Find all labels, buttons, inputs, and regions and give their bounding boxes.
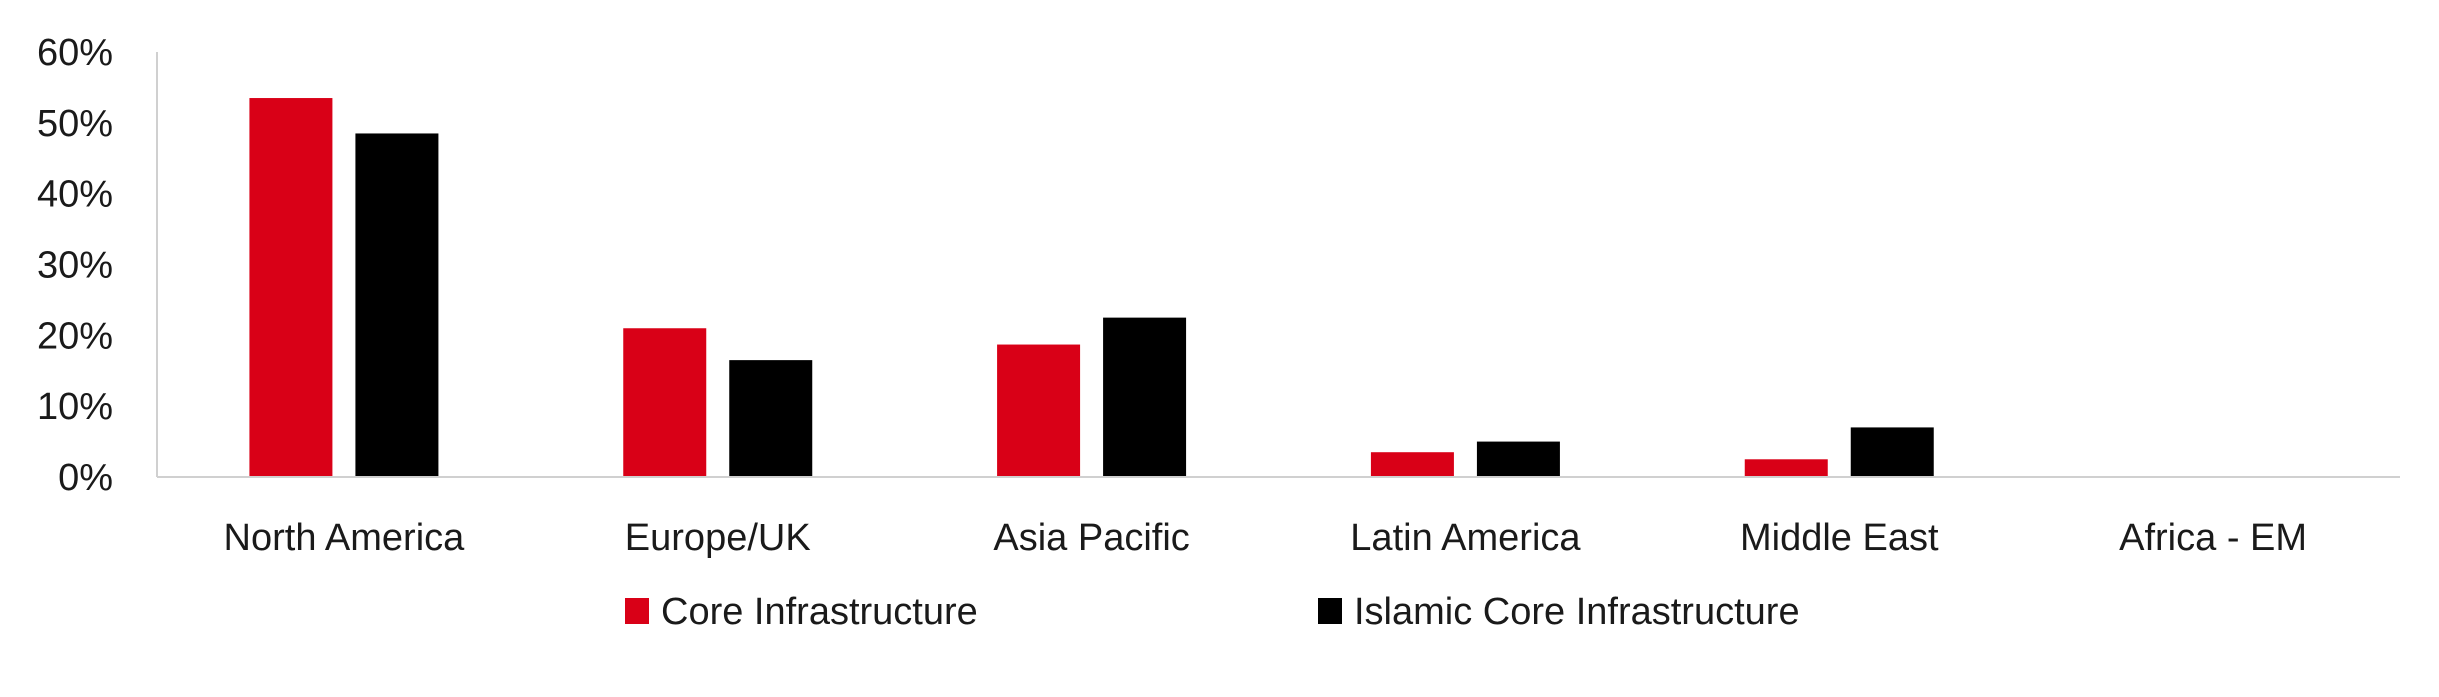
- x-category-label: Latin America: [1350, 517, 1581, 559]
- legend-label: Core Infrastructure: [661, 591, 978, 633]
- x-category-label: Middle East: [1740, 517, 1939, 559]
- bars: [249, 98, 1934, 478]
- bar: [729, 360, 813, 477]
- y-tick-label: 60%: [37, 32, 113, 74]
- legend-swatch: [625, 598, 649, 624]
- bar: [1476, 441, 1560, 477]
- bar: [249, 98, 333, 478]
- x-axis: North America Europe/UK Asia Pacific Latin …: [157, 476, 2400, 559]
- y-tick-label: 10%: [37, 386, 113, 428]
- legend: Core Infrastructure Islamic Core Infrastr…: [625, 591, 1800, 633]
- x-category-label: Africa - EM: [2119, 517, 2307, 559]
- bar: [355, 133, 439, 478]
- y-tick-label: 50%: [37, 103, 113, 145]
- bar: [1103, 317, 1187, 477]
- bar: [1850, 427, 1934, 477]
- y-tick-label: 30%: [37, 245, 113, 287]
- x-category-label: Asia Pacific: [993, 517, 1189, 559]
- bar: [997, 344, 1081, 477]
- bar: [1744, 459, 1828, 477]
- legend-label: Islamic Core Infrastructure: [1354, 591, 1800, 633]
- bar: [1370, 452, 1454, 477]
- y-tick-label: 20%: [37, 315, 113, 357]
- y-axis: 0% 10% 20% 30% 40% 50% 60%: [37, 32, 158, 499]
- bar: [623, 328, 707, 477]
- x-category-label: North America: [224, 517, 466, 559]
- y-tick-label: 40%: [37, 174, 113, 216]
- x-category-label: Europe/UK: [625, 517, 811, 559]
- y-tick-label: 0%: [58, 457, 113, 499]
- legend-swatch: [1318, 598, 1342, 624]
